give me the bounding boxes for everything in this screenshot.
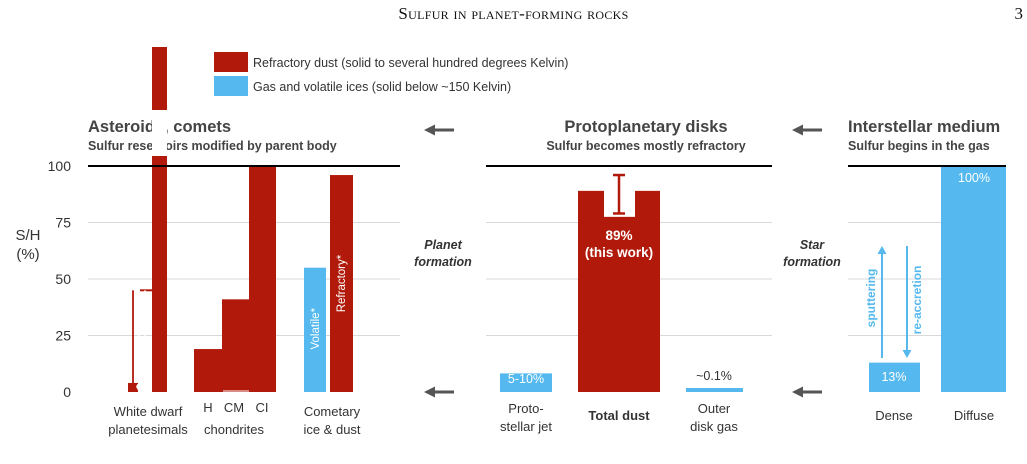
bar-white-dwarf-gap [152,110,167,156]
y-tick-label-0: 0 [63,384,71,400]
bar-chondrite-h [194,349,223,392]
category-label-total-dust: Total dust [588,408,650,423]
bar-outer-disk-gas [686,388,743,392]
white-dwarf-arrow-white-head [134,384,144,392]
category-label-outer-2: disk gas [690,419,738,434]
comet-refractory-label: Refractory* [336,254,348,312]
bar-white-dwarf-high [152,47,167,392]
category-label-jet-2: stellar jet [500,419,552,434]
category-label-jet-1: Proto- [508,401,543,416]
legend-swatch-0 [214,52,248,72]
sputtering-label: sputtering [864,269,878,328]
value-label-total-dust-note: (this work) [585,245,653,260]
category-label-dense: Dense [875,408,913,423]
running-title: Sulfur in planet-forming rocks [398,4,629,23]
category-label-diffuse: Diffuse [954,408,994,423]
value-label-protostellar-jet: 5-10% [508,372,544,386]
chondrite-sublabel-CI: CI [256,400,269,415]
bar-protostellar-jet [500,373,552,392]
bar-total-dust [578,190,660,392]
category-label-comet-2: ice & dust [303,422,360,437]
category-label-outer-1: Outer [698,401,731,416]
reaccretion-label: re-accretion [910,266,924,335]
sputtering-arrow-head [877,246,887,254]
reaccretion-arrow-head [902,350,912,358]
bar-dense [869,362,920,392]
bar-comet-refractory [330,175,353,392]
category-label-white-dwarf-2: planetesimals [108,422,188,437]
white-dwarf-arrow-red-head [128,384,138,392]
panel-title-2: Interstellar medium [848,118,1000,136]
value-label-total-dust: 89% [605,228,632,243]
value-label-dense: 13% [881,370,906,384]
panel-subtitle-1: Sulfur becomes mostly refractory [546,139,745,153]
y-axis-label: S/H [15,227,40,244]
chondrite-sublabel-H: H [203,400,212,415]
white-dwarf-arrow-white-2-head [140,384,150,392]
y-tick-label-50: 50 [55,271,71,287]
y-tick-label-100: 100 [48,158,72,174]
flow-arrow-bottom-right-head [792,386,803,398]
value-label-diffuse: 100% [958,171,990,185]
category-label-comet-1: Cometary [304,404,361,419]
category-label-chondrites: chondrites [204,422,264,437]
y-tick-label-75: 75 [55,215,71,231]
chondrite-sublabel-CM: CM [224,400,244,415]
y-tick-label-25: 25 [55,328,71,344]
panel-title-1: Protoplanetary disks [564,118,727,136]
value-label-outer-disk-gas: ~0.1% [696,369,732,383]
comet-volatile-label: Volatile* [310,307,322,349]
star-formation-label-1: Star [800,238,825,252]
star-formation-label-2: formation [783,255,841,269]
flow-arrow-top-left-head [424,124,435,136]
bar-chondrite-ci [249,166,276,392]
panel-subtitle-2: Sulfur begins in the gas [848,139,990,153]
flow-arrow-bottom-left-head [424,386,435,398]
legend-label-1: Gas and volatile ices (solid below ~150 … [253,80,511,94]
planet-formation-label-1: Planet [424,238,462,252]
bar-comet-volatile [304,267,326,392]
bar-diffuse [941,166,1006,392]
flow-arrow-top-right-head [792,124,803,136]
legend-swatch-1 [214,76,248,96]
page-number: 3 [1014,4,1024,23]
bar-chondrite-cm [222,299,249,392]
planet-formation-label-2: formation [414,255,472,269]
y-axis-unit: (%) [16,246,39,263]
legend-label-0: Refractory dust (solid to several hundre… [253,56,568,70]
panel-subtitle-0: Sulfur reservoirs modified by parent bod… [88,139,337,153]
category-label-white-dwarf-1: White dwarf [114,404,183,419]
